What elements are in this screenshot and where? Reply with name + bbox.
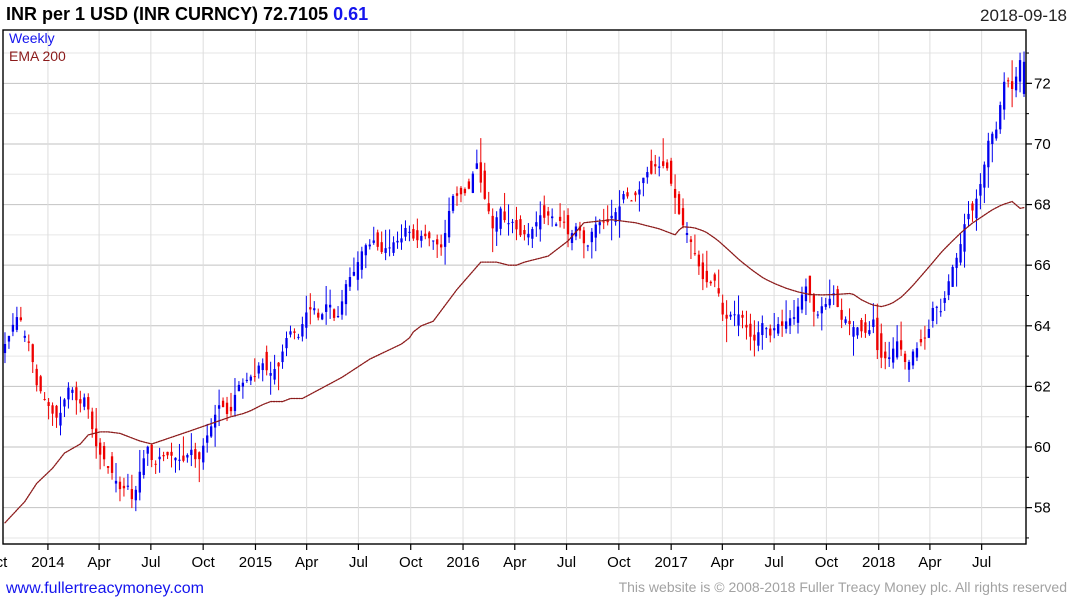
svg-text:60: 60 [1034,439,1051,456]
svg-text:Oct: Oct [191,554,215,571]
svg-text:Oct: Oct [607,554,631,571]
svg-text:2015: 2015 [239,554,272,571]
svg-text:2016: 2016 [446,554,479,571]
svg-text:Oct: Oct [0,554,8,571]
svg-text:Jul: Jul [349,554,368,571]
svg-text:Jul: Jul [557,554,576,571]
svg-text:68: 68 [1034,197,1051,214]
svg-text:Oct: Oct [815,554,839,571]
svg-text:2018: 2018 [862,554,895,571]
svg-text:Oct: Oct [399,554,423,571]
svg-text:Jul: Jul [764,554,783,571]
svg-text:Jul: Jul [972,554,991,571]
svg-text:2017: 2017 [654,554,687,571]
svg-text:72: 72 [1034,75,1051,92]
svg-text:Jul: Jul [141,554,160,571]
svg-text:Apr: Apr [918,554,941,571]
svg-text:Apr: Apr [711,554,734,571]
svg-text:58: 58 [1034,500,1051,517]
svg-text:Apr: Apr [503,554,526,571]
svg-text:64: 64 [1034,318,1051,335]
svg-text:62: 62 [1034,378,1051,395]
svg-text:66: 66 [1034,257,1051,274]
svg-text:2014: 2014 [31,554,64,571]
svg-text:Apr: Apr [87,554,110,571]
svg-text:70: 70 [1034,136,1051,153]
svg-text:Apr: Apr [295,554,318,571]
